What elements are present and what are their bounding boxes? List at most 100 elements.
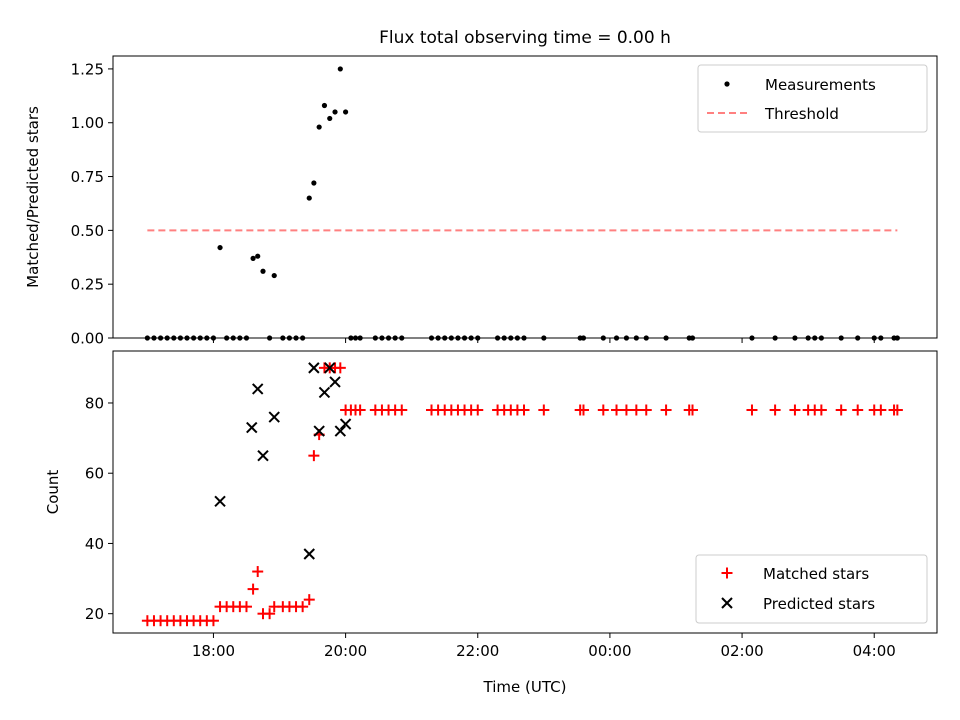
matched-star-point [891,404,903,416]
matched-star-point [308,450,320,462]
legend-label-predicted: Predicted stars [763,595,875,613]
matched-star-point [207,615,219,627]
top-y-tick-label: 0.50 [71,222,104,240]
top-y-tick-label: 1.25 [71,60,104,78]
matched-star-point [303,594,315,606]
legend-marker-measurements [724,81,730,87]
matched-star-point [597,404,609,416]
bottom-legend: Matched stars Predicted stars [695,554,928,624]
matched-star-point [746,404,758,416]
matched-star-point [687,404,699,416]
matched-star-point [472,404,484,416]
matched-star-point [660,404,672,416]
matched-star-point [252,566,264,578]
matched-star-point [769,404,781,416]
matched-star-point [640,404,652,416]
x-axis-label: Time (UTC) [483,678,567,696]
predicted-star-point [329,376,341,388]
predicted-star-point-b [246,421,258,434]
matched-star-point [630,404,642,416]
x-tick-label: 00:00 [588,642,631,660]
measurement-point [271,272,277,279]
measurement-point [342,109,349,115]
top-y-tick-label: 0.00 [71,330,104,348]
matched-star-point [297,601,309,613]
predicted-star-point-b [324,362,336,374]
top-y-tick-label: 0.25 [71,276,104,294]
bottom-y-tick-label: 60 [85,465,104,483]
measurement-point [321,102,328,109]
predicted-star-point [303,548,315,560]
matched-star-point [620,404,632,416]
measurement-point [337,66,343,72]
predicted-star-point [246,421,258,434]
measurement-point [260,268,266,274]
predicted-star-point [252,383,264,395]
matched-star-point [577,404,589,416]
top-legend: Measurements Threshold [697,64,928,133]
predicted-star-point [308,362,320,374]
measurement-point [250,255,256,261]
legend-label-matched: Matched stars [763,565,869,583]
chart-title: Flux total observing time = 0.00 h [379,28,671,48]
matched-star-point [815,404,827,416]
top-legend-frame [697,64,928,133]
measurement-point [311,180,317,186]
top-y-axis-label: Matched/Predicted stars [24,106,42,288]
top-axes-frame [112,55,938,339]
legend-marker-predicted-b [721,597,733,609]
matched-star-point [538,404,550,416]
matched-star-point [247,583,259,595]
x-tick-label: 02:00 [720,642,763,660]
measurement-point [306,195,312,201]
matched-star-point [875,404,887,416]
legend-marker-predicted [721,597,733,609]
predicted-star-point-b [318,386,331,399]
measurement-point [255,253,261,259]
legend-label-measurements: Measurements [765,76,876,94]
predicted-star-point-b [214,495,226,508]
predicted-star-point-b [329,376,341,388]
predicted-star-point [324,362,336,374]
predicted-star-point-b [339,418,352,430]
predicted-star-point [339,418,352,430]
matched-star-point [396,404,408,416]
x-tick-label: 22:00 [456,642,499,660]
x-tick-label: 18:00 [192,642,235,660]
measurement-point [327,115,333,122]
matched-star-point [789,404,801,416]
matched-star-point [852,404,864,416]
bottom-axes-frame [112,350,938,634]
legend-label-threshold: Threshold [764,105,839,123]
top-y-tick-label: 0.75 [71,168,104,186]
predicted-star-point-b [252,383,264,395]
predicted-star-point-b [313,425,325,437]
x-tick-label: 04:00 [853,642,896,660]
matched-star-point [264,608,276,620]
matched-star-point [835,404,847,416]
matched-star-point [611,404,623,416]
predicted-star-point [214,495,226,508]
top-y-tick-label: 1.00 [71,114,104,132]
matched-star-point [240,601,252,613]
measurement-point [316,124,322,130]
matched-star-point [334,362,346,374]
matched-star-point [354,404,366,416]
bottom-y-axis-label: Count [44,470,62,515]
legend-marker-matched [721,567,733,579]
bottom-y-tick-label: 40 [85,535,104,553]
predicted-star-point-b [334,425,347,437]
bottom-y-tick-label: 20 [85,605,104,623]
predicted-star-point [257,449,269,462]
predicted-star-point [313,425,325,437]
measurement-point [332,109,338,115]
matched-star-point [518,404,530,416]
predicted-star-point-b [257,449,269,462]
predicted-star-point-b [303,548,315,560]
predicted-star-point-b [268,411,280,423]
predicted-star-point [268,411,280,423]
bottom-axes: Time (UTC) Count 18:00 20:00 22:00 00:00 02:… [44,350,938,696]
predicted-star-point-b [308,362,320,374]
measurement-point [217,244,223,251]
